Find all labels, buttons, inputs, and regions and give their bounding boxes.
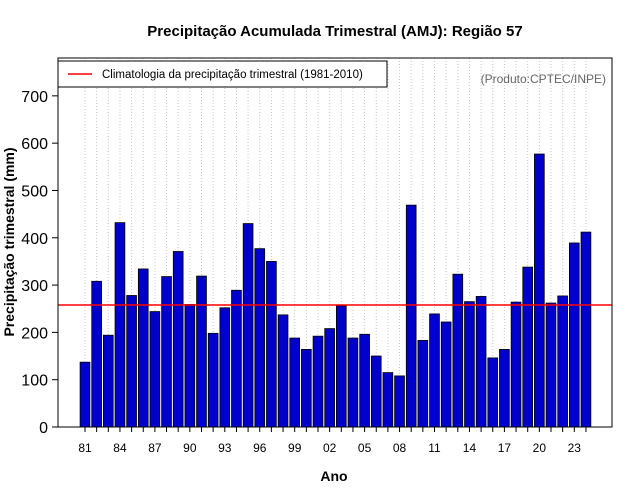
bar-2005 [359, 333, 370, 428]
legend: Climatologia da precipitação trimestral … [57, 60, 388, 88]
bar-2017 [499, 349, 510, 428]
legend-label: Climatologia da precipitação trimestral … [102, 69, 363, 81]
y-axis-label: Precipitação trimestral (mm) [1, 147, 17, 336]
bar-2018 [510, 301, 522, 428]
y-tick-label: 0 [39, 420, 48, 437]
bar-1984 [114, 222, 126, 428]
bar-1990 [184, 304, 196, 428]
y-tick-label: 300 [21, 278, 48, 295]
bar-2019 [522, 266, 533, 428]
bar-1981 [79, 361, 91, 428]
x-tick-label: 93 [218, 441, 232, 455]
x-tick-label: 20 [533, 441, 547, 455]
x-tick-label: 02 [323, 441, 337, 455]
bar-2015 [475, 296, 487, 428]
x-tick-label: 96 [253, 441, 267, 455]
bar-1986 [137, 268, 149, 428]
x-axis-label: Ano [320, 468, 347, 484]
x-tick-label: 90 [183, 441, 197, 455]
bar-1992 [207, 332, 219, 428]
legend-box [57, 60, 388, 88]
bar-2001 [312, 335, 324, 428]
x-tick-label: 87 [148, 441, 162, 455]
x-tick-label: 84 [113, 441, 127, 455]
bar-1989 [172, 251, 184, 428]
bar-1983 [103, 334, 114, 428]
y-axis: 0 100 200 300 400 500 600 700 [21, 89, 58, 437]
x-tick-label: 99 [288, 441, 302, 455]
y-tick-label: 700 [21, 89, 48, 106]
x-axis: 81 84 87 90 93 96 99 02 05 08 11 14 17 20 23 [78, 427, 587, 455]
bar-1997 [266, 261, 277, 428]
bar-1999 [289, 337, 300, 428]
bar-1995 [242, 223, 254, 428]
bar-1996 [254, 248, 266, 428]
bar-2013 [452, 273, 464, 428]
bar-1993 [219, 307, 231, 428]
x-tick-label: 14 [463, 441, 477, 455]
bar-2011 [429, 313, 440, 428]
bar-2003 [335, 305, 347, 428]
bar-1985 [126, 295, 137, 428]
y-tick-label: 100 [21, 373, 48, 390]
bar-2004 [347, 337, 359, 428]
bar-2006 [370, 355, 382, 428]
bar-2020 [534, 153, 545, 428]
source-note: (Produto:CPTEC/INPE) [481, 72, 606, 86]
x-tick-label: 17 [498, 441, 512, 455]
bar-2009 [405, 204, 417, 428]
bar-2007 [382, 372, 394, 428]
y-tick-label: 200 [21, 325, 48, 342]
x-tick-label: 81 [78, 441, 92, 455]
bar-2024 [580, 231, 592, 428]
bar-1991 [196, 275, 207, 428]
bar-1982 [91, 280, 102, 428]
chart-title: Precipitação Acumulada Trimestral (AMJ):… [147, 23, 522, 40]
y-tick-label: 600 [21, 136, 48, 153]
y-tick-label: 400 [21, 231, 48, 248]
bar-1994 [231, 289, 242, 428]
bar-2010 [417, 340, 429, 428]
bar-1988 [161, 276, 172, 428]
bars-group [79, 153, 592, 428]
y-tick-label: 500 [21, 183, 48, 200]
bar-2012 [440, 321, 452, 428]
x-tick-label: 08 [393, 441, 407, 455]
plot-frame [57, 57, 613, 428]
x-tick-label: 11 [428, 441, 441, 455]
bar-2000 [301, 349, 312, 428]
bar-2008 [394, 375, 405, 428]
bar-2002 [324, 328, 335, 428]
x-tick-label: 05 [358, 441, 372, 455]
bar-2021 [545, 302, 557, 428]
bar-2016 [487, 357, 499, 428]
bar-1998 [277, 314, 289, 428]
x-tick-label: 23 [568, 441, 582, 455]
bar-2014 [464, 301, 475, 428]
bar-1987 [149, 311, 161, 428]
bar-2023 [569, 242, 580, 428]
bar-2022 [557, 295, 568, 428]
